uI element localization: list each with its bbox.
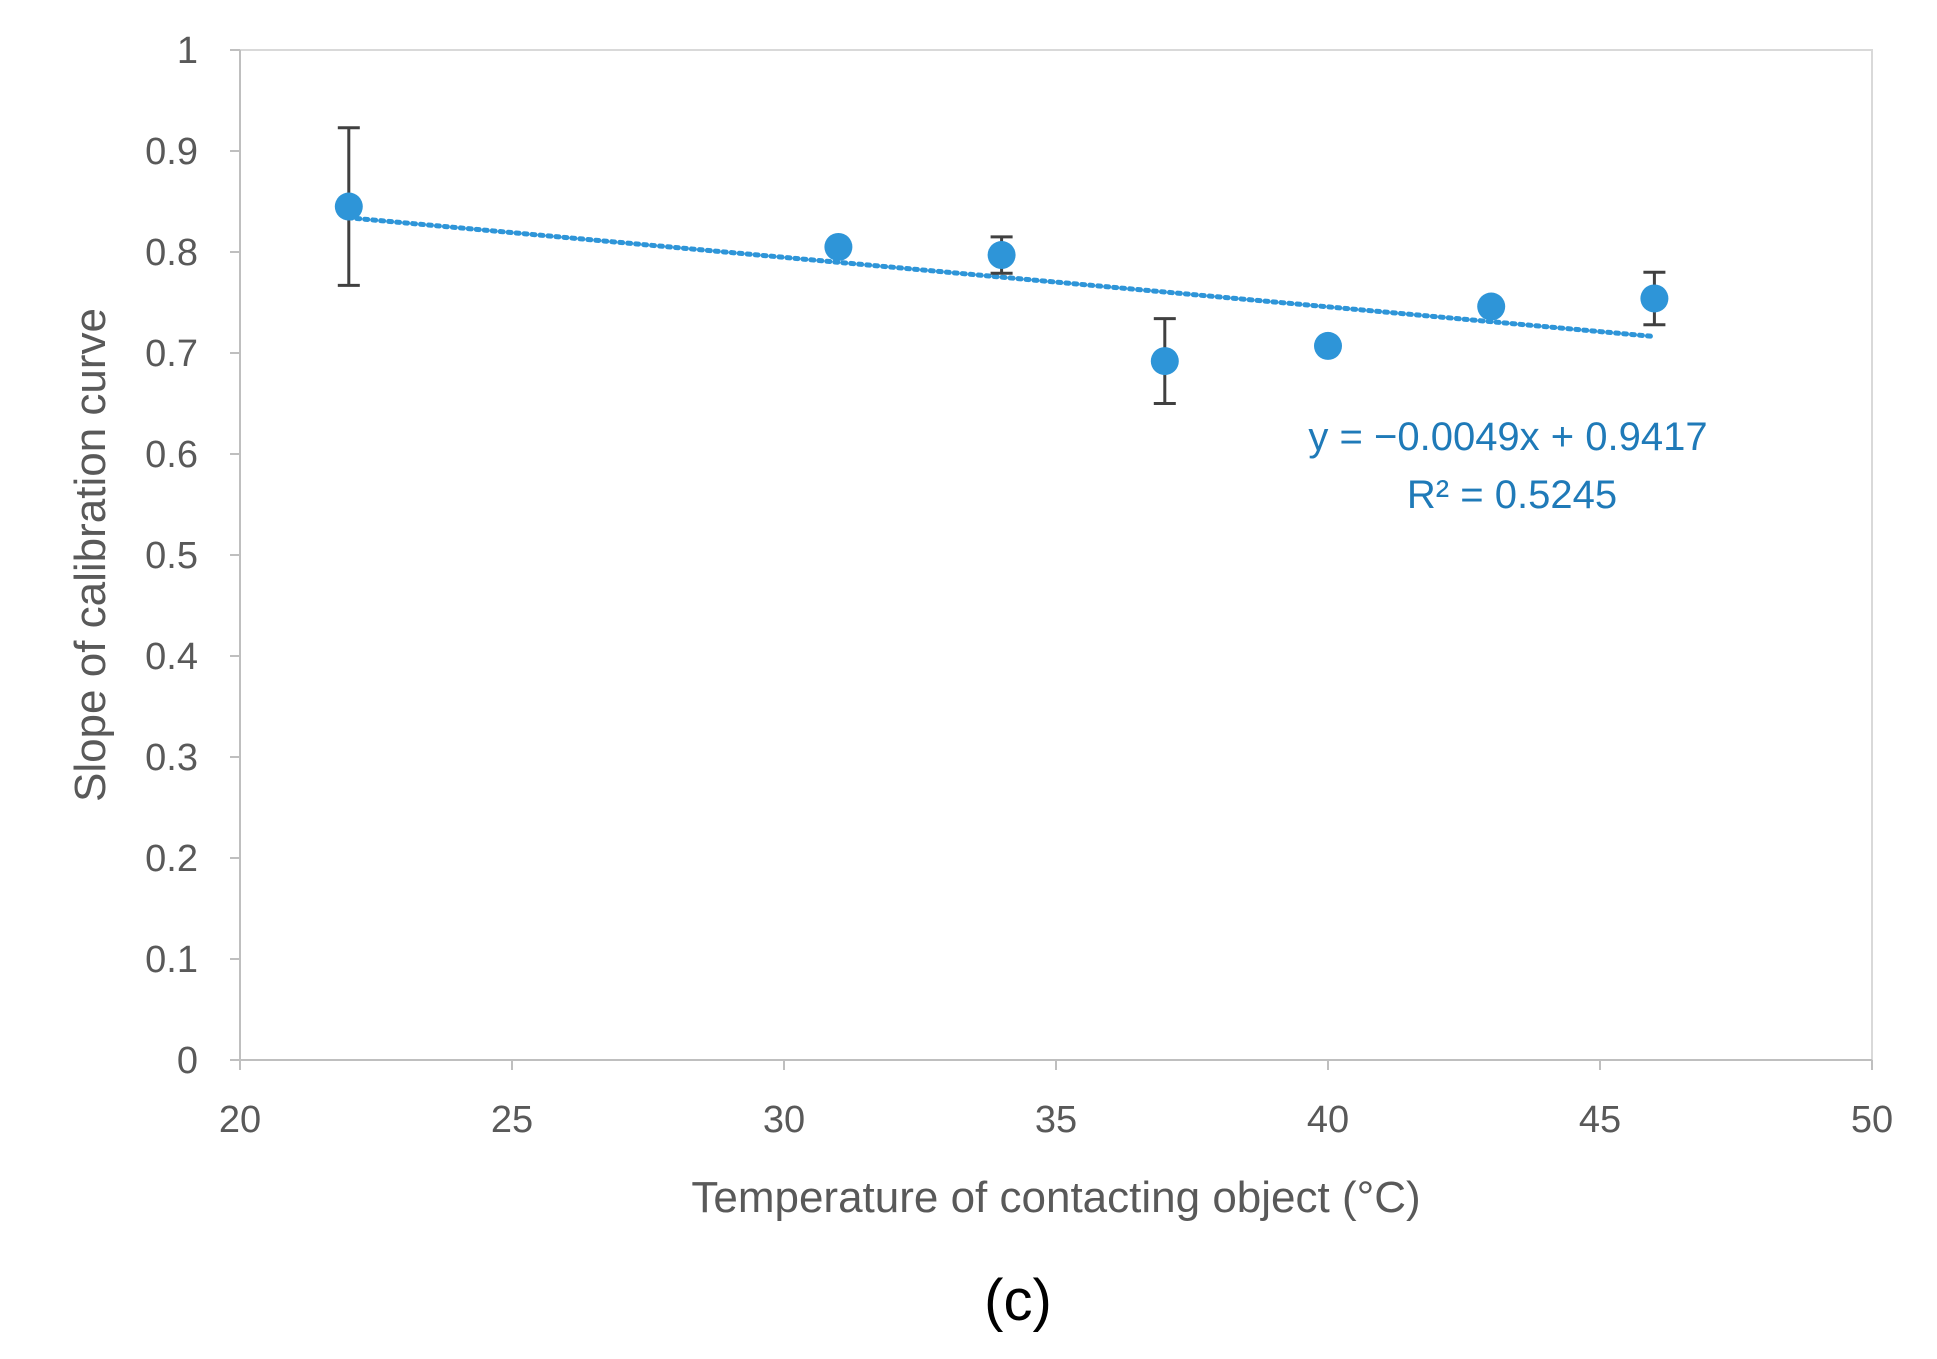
x-tick-label: 50 bbox=[1851, 1099, 1893, 1141]
trendline-equation: y = −0.0049x + 0.9417 bbox=[1308, 415, 1707, 459]
y-tick-label: 0.2 bbox=[145, 838, 198, 880]
y-tick-label: 0.4 bbox=[145, 636, 198, 678]
y-tick-label: 1 bbox=[177, 30, 198, 72]
data-point bbox=[987, 241, 1016, 270]
y-tick-label: 0.8 bbox=[145, 232, 198, 274]
y-axis-title: Slope of calibration curve bbox=[66, 308, 115, 802]
y-axis: 0 0.1 0.2 0.3 0.4 0.5 0.6 0.7 0.8 0.9 1 bbox=[145, 30, 240, 1082]
x-tick-label: 45 bbox=[1579, 1099, 1621, 1141]
plot-area bbox=[239, 49, 1873, 1061]
data-point bbox=[1150, 347, 1179, 376]
y-tick-label: 0.5 bbox=[145, 535, 198, 577]
x-tick-label: 30 bbox=[763, 1099, 805, 1141]
trendline bbox=[346, 215, 1657, 340]
x-axis: 20 25 30 35 40 45 50 bbox=[219, 1060, 1893, 1141]
panel-label: (c) bbox=[984, 1268, 1052, 1333]
x-tick-label: 20 bbox=[219, 1099, 261, 1141]
data-point bbox=[1314, 331, 1342, 360]
trendline-r-squared: R² = 0.5245 bbox=[1407, 473, 1617, 517]
y-tick-label: 0.3 bbox=[145, 737, 198, 779]
y-tick-label: 0.1 bbox=[145, 939, 198, 981]
x-tick-label: 40 bbox=[1307, 1099, 1349, 1141]
data-point bbox=[824, 232, 853, 261]
x-axis-title: Temperature of contacting object (°C) bbox=[691, 1173, 1420, 1222]
data-point bbox=[1640, 284, 1669, 313]
y-tick-label: 0.6 bbox=[145, 434, 198, 476]
data-point bbox=[1477, 292, 1506, 321]
x-tick-label: 35 bbox=[1035, 1099, 1077, 1141]
y-tick-label: 0 bbox=[177, 1040, 198, 1082]
y-tick-label: 0.7 bbox=[145, 333, 198, 375]
trendline-group bbox=[346, 215, 1657, 340]
data-point bbox=[334, 192, 363, 221]
data-points bbox=[334, 192, 1669, 376]
x-tick-label: 25 bbox=[491, 1099, 533, 1141]
y-tick-label: 0.9 bbox=[145, 131, 198, 173]
